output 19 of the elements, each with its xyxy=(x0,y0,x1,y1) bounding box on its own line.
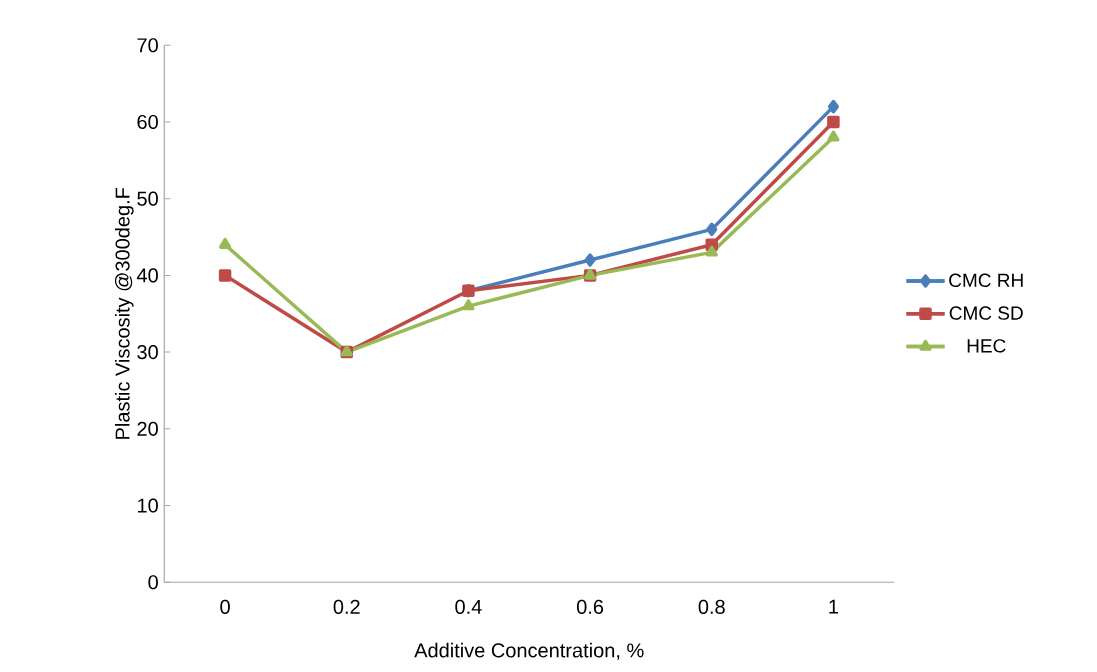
y-axis-title: Plastic Viscosity @300deg.F xyxy=(114,187,134,439)
legend-label: CMC RH xyxy=(949,273,1023,288)
y-tick-label: 0 xyxy=(148,575,158,590)
y-tick-label: 20 xyxy=(137,421,158,436)
y-tick-label: 10 xyxy=(137,498,158,513)
x-tick-label: 1 xyxy=(829,599,839,614)
x-tick-label: 0.2 xyxy=(333,599,360,614)
y-tick-label: 50 xyxy=(137,191,158,206)
x-tick-label: 0.8 xyxy=(698,599,725,614)
x-axis-title: Additive Concentration, % xyxy=(414,642,644,660)
x-tick-label: 0.4 xyxy=(455,599,482,614)
legend-label: CMC SD xyxy=(949,306,1023,320)
y-tick-label: 70 xyxy=(137,38,158,53)
x-tick-label: 0 xyxy=(220,599,230,614)
legend-label: HEC xyxy=(967,339,1006,353)
x-tick-label: 0.6 xyxy=(576,599,604,614)
y-tick-label: 60 xyxy=(137,114,158,130)
y-tick-label: 40 xyxy=(136,268,158,283)
y-tick-label: 30 xyxy=(137,345,158,360)
